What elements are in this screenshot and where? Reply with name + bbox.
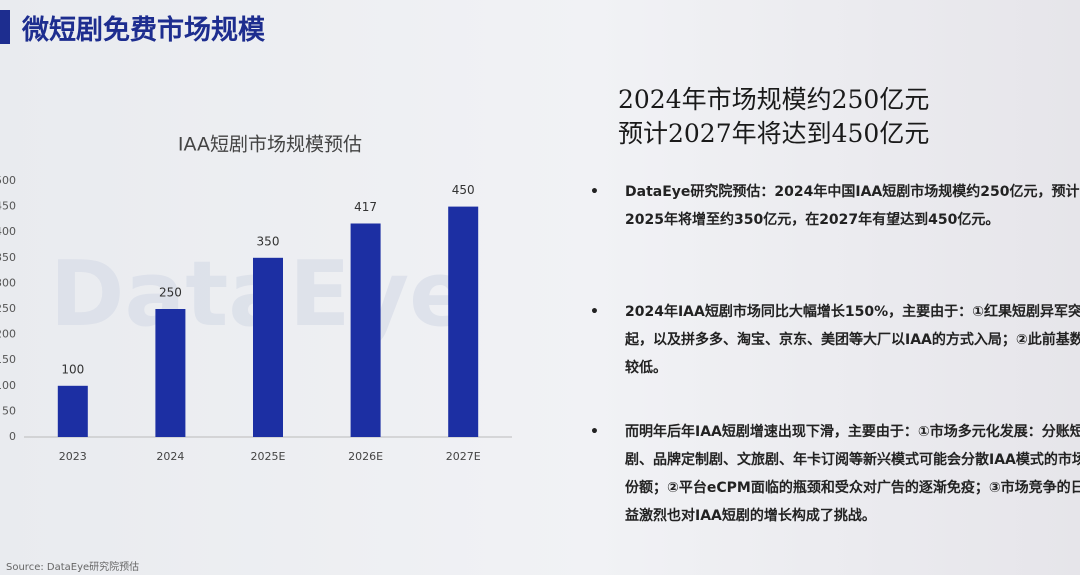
- x-tick-label: 2026E: [348, 450, 383, 463]
- y-tick-label: 50: [2, 404, 16, 417]
- x-tick-label: 2027E: [446, 450, 481, 463]
- source: Source: DataEye研究院预估: [6, 562, 140, 573]
- data-label: 100: [61, 362, 84, 376]
- bullet: 2024年IAA短剧市场同比大幅增长150%，主要由于：①红果短剧异军突起，以及…: [590, 298, 1080, 382]
- chart: IAA短剧市场规模预估 DataEye 05010015020025030035…: [0, 134, 512, 463]
- headline: 2024年市场规模约250亿元: [618, 85, 930, 114]
- bullet: 而明年后年IAA短剧增速出现下滑，主要由于：①市场多元化发展：分账短剧、品牌定制…: [590, 418, 1080, 530]
- y-tick-label: 150: [0, 353, 16, 366]
- data-label: 417: [354, 200, 377, 214]
- y-tick-label: 500: [0, 174, 16, 187]
- bar: [57, 385, 88, 437]
- bar: [155, 309, 186, 437]
- y-tick-label: 300: [0, 276, 16, 289]
- data-label: 350: [257, 234, 280, 248]
- headline: 预计2027年将达到450亿元: [618, 119, 930, 148]
- bar: [448, 206, 479, 437]
- bar: [350, 223, 381, 437]
- y-tick-label: 200: [0, 328, 16, 341]
- data-label: 450: [452, 183, 475, 197]
- x-tick-label: 2024: [156, 450, 184, 463]
- chart-title: IAA短剧市场规模预估: [178, 134, 362, 156]
- y-tick-label: 400: [0, 225, 16, 238]
- x-tick-label: 2023: [59, 450, 87, 463]
- x-tick-label: 2025E: [251, 450, 286, 463]
- y-tick-label: 450: [0, 200, 16, 213]
- y-tick-label: 100: [0, 379, 16, 392]
- y-tick-label: 350: [0, 251, 16, 264]
- bullet: DataEye研究院预估：2024年中国IAA短剧市场规模约250亿元，预计20…: [590, 178, 1080, 234]
- y-tick-label: 250: [0, 302, 16, 315]
- title-accent: [0, 10, 10, 44]
- data-label: 250: [159, 286, 182, 300]
- y-tick-label: 0: [9, 430, 16, 443]
- bar: [253, 257, 283, 437]
- slide-title: 微短剧免费市场规模: [22, 15, 265, 46]
